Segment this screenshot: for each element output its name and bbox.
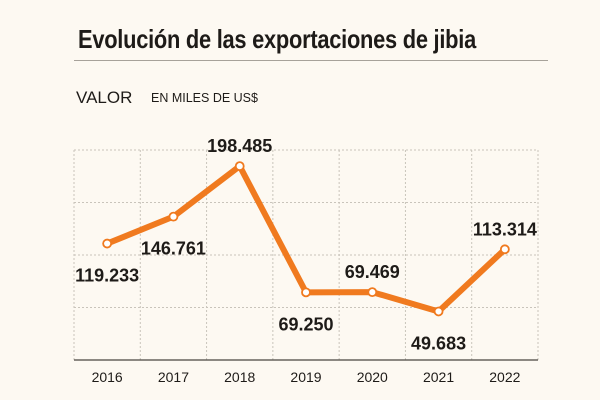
data-point [433,306,444,317]
value-label: VALOR [76,88,133,107]
data-label: 69.250 [278,314,333,334]
data-point [102,238,113,249]
x-tick-label: 2019 [290,369,321,385]
data-label: 198.485 [207,136,272,156]
data-label: 146.761 [141,239,206,259]
data-label: 113.314 [473,219,537,239]
x-tick-label: 2017 [158,369,189,385]
data-point [499,244,510,255]
data-point [367,287,378,298]
x-tick-label: 2022 [489,369,520,385]
data-point [301,287,311,298]
data-label: 119.233 [75,266,139,286]
data-label: 69.469 [345,262,400,282]
title-divider [74,60,548,61]
chart-title: Evolución de las exportaciones de jibia [78,24,476,54]
unit-label: EN MILES DE US$ [151,91,258,105]
data-point [168,211,179,222]
x-tick-label: 2016 [92,369,123,385]
data-label: 49.683 [411,333,466,353]
x-tick-label: 2021 [423,369,454,385]
x-tick-label: 2018 [224,369,255,385]
x-tick-label: 2020 [357,369,388,385]
data-point [234,161,245,172]
